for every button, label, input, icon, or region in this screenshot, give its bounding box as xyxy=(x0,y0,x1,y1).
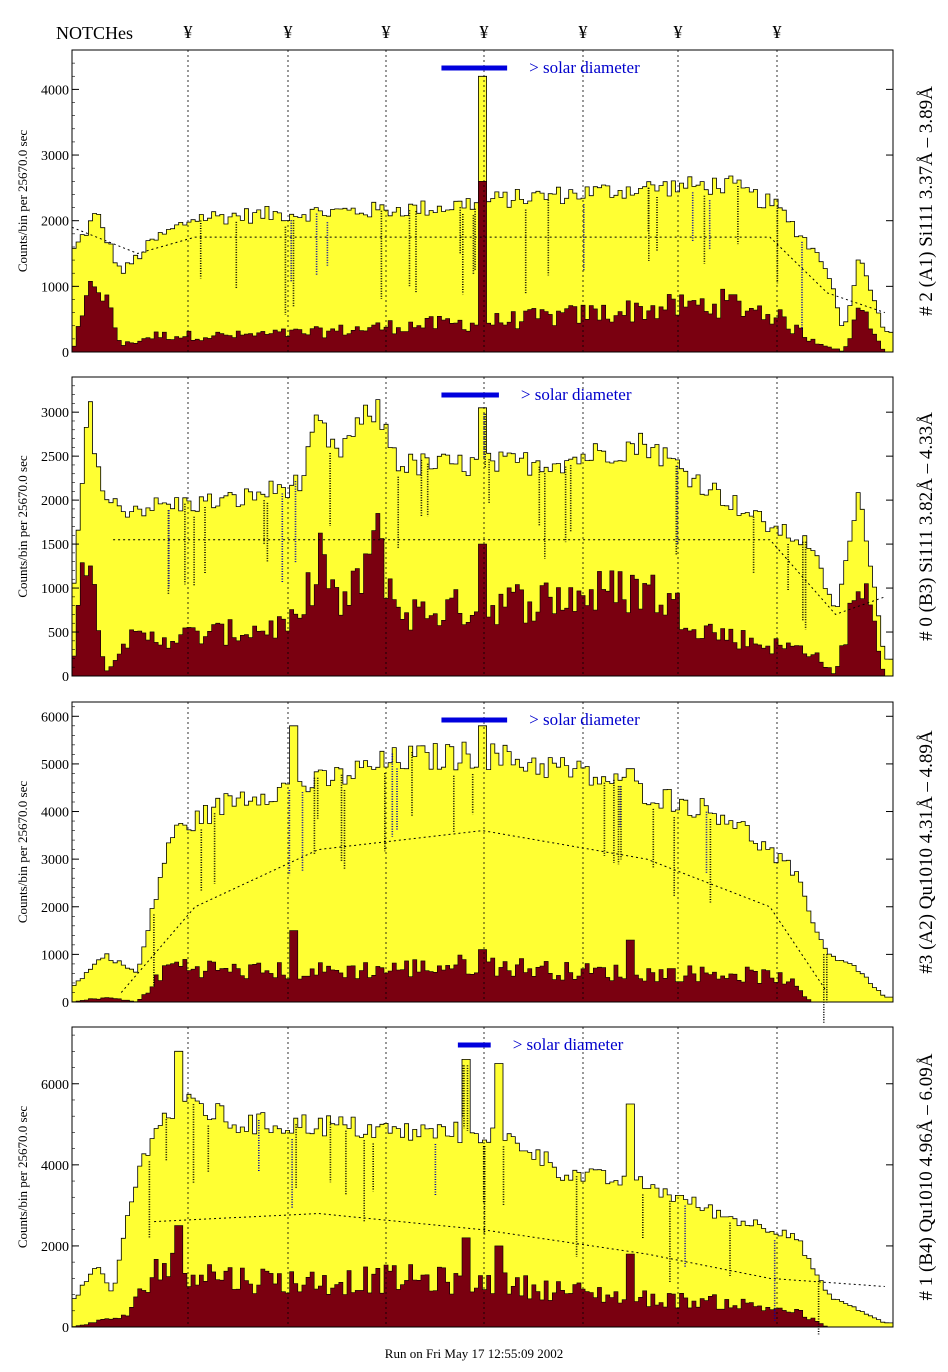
y-tick-label: 0 xyxy=(62,670,69,685)
notch-marker-1: ¥ xyxy=(184,22,193,42)
y-tick-label: 1500 xyxy=(41,538,69,553)
model-curve xyxy=(154,1212,885,1287)
notch-marker-6: ¥ xyxy=(674,22,683,42)
y-tick-label: 1000 xyxy=(41,280,69,295)
y-tick-label: 2500 xyxy=(41,450,69,465)
y-tick-label: 2000 xyxy=(41,215,69,230)
spectrum-panel-1: 0 1000 2000 3000 4000 Counts/bin per 25670.0 … xyxy=(15,49,937,361)
spectrum-panel-4: 0 2000 4000 6000 Counts/bin per 25670.0 sec #… xyxy=(15,1026,937,1336)
spectrum-panel-3: 0 1000 2000 3000 4000 5000 6000 Counts/bin per … xyxy=(15,701,937,1023)
panel-label: # 0 (B3) Si111 3.82Å – 4.33Å xyxy=(916,412,937,641)
y-axis-label: Counts/bin per 25670.0 sec xyxy=(15,781,30,923)
y-axis-label: Counts/bin per 25670.0 sec xyxy=(15,130,30,272)
y-tick-label: 4000 xyxy=(41,806,69,821)
plot-frame xyxy=(71,49,894,353)
solar-diameter-label: > solar diameter xyxy=(529,710,640,729)
panel-label: # 1 (B4) Qu1010 4.96Å – 6.09Å xyxy=(916,1053,937,1300)
first-order-histogram xyxy=(71,513,893,677)
notch-marker-7: ¥ xyxy=(773,22,782,42)
notch-marker-4: ¥ xyxy=(480,22,489,42)
spectrum-panel-2: 0 500 1000 1500 2000 2500 3000 Counts/bin per 2… xyxy=(15,376,937,685)
plot-frame xyxy=(71,1026,894,1328)
y-tick-label: 2000 xyxy=(41,901,69,916)
y-tick-label: 6000 xyxy=(41,710,69,725)
total-counts-histogram xyxy=(71,725,894,1003)
panel-label: # 2 (A1) Si111 3.37Å – 3.89Å xyxy=(916,86,937,316)
panel-label: #3 (A2) Qu1010 4.31Å – 4.89Å xyxy=(916,730,937,974)
y-tick-label: 6000 xyxy=(41,1078,69,1093)
solar-diameter-label: > solar diameter xyxy=(513,1035,624,1054)
y-tick-label: 4000 xyxy=(41,83,69,98)
notch-marker-3: ¥ xyxy=(382,22,391,42)
y-tick-label: 3000 xyxy=(41,406,69,421)
total-counts-histogram xyxy=(71,399,894,677)
y-tick-label: 0 xyxy=(62,346,69,361)
y-tick-label: 0 xyxy=(62,1321,69,1336)
notches-header: NOTCHes ¥ ¥ ¥ ¥ ¥ ¥ ¥ xyxy=(56,22,782,43)
plot-frame xyxy=(71,701,894,1003)
y-axis-label: Counts/bin per 25670.0 sec xyxy=(15,455,30,597)
first-order-histogram xyxy=(71,181,893,353)
total-counts-histogram xyxy=(71,1050,894,1328)
y-tick-label: 3000 xyxy=(41,149,69,164)
y-tick-label: 1000 xyxy=(41,582,69,597)
notches-label: NOTCHes xyxy=(56,23,133,43)
y-tick-label: 500 xyxy=(48,626,69,641)
y-tick-label: 2000 xyxy=(41,494,69,509)
y-tick-label: 5000 xyxy=(41,758,69,773)
notch-marker-2: ¥ xyxy=(284,22,293,42)
y-axis-label: Counts/bin per 25670.0 sec xyxy=(15,1106,30,1248)
first-order-histogram xyxy=(71,930,893,1003)
solar-diameter-label: > solar diameter xyxy=(521,385,632,404)
y-tick-label: 2000 xyxy=(41,1240,69,1255)
run-timestamp: Run on Fri May 17 12:55:09 2002 xyxy=(384,1346,564,1361)
model-curve xyxy=(71,226,885,314)
notch-marker-5: ¥ xyxy=(579,22,588,42)
y-tick-label: 1000 xyxy=(41,948,69,963)
solar-diameter-label: > solar diameter xyxy=(529,58,640,77)
first-order-histogram xyxy=(71,1225,893,1328)
y-tick-label: 3000 xyxy=(41,853,69,868)
y-tick-label: 0 xyxy=(62,996,69,1011)
y-tick-label: 4000 xyxy=(41,1159,69,1174)
